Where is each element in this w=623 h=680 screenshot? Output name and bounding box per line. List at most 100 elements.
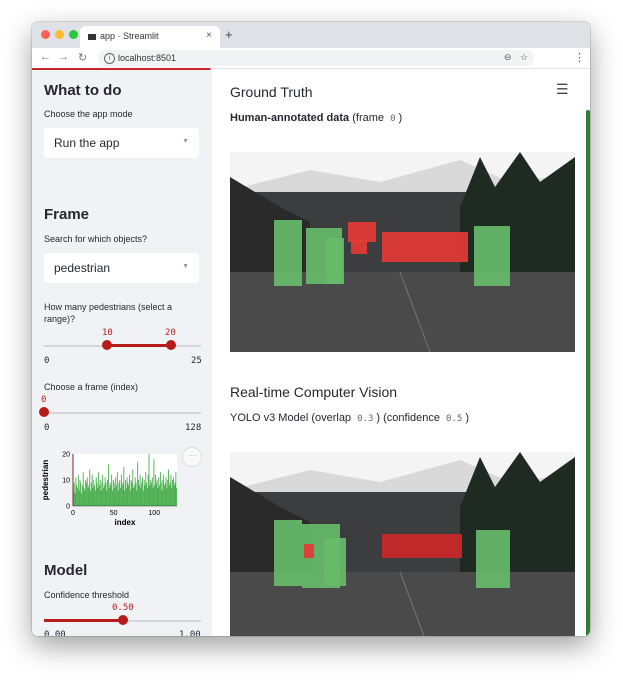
chart-more-options-button[interactable]: ··· (182, 447, 202, 467)
chart-bar (98, 472, 100, 506)
app-mode-select[interactable]: Run the app ▼ (44, 128, 199, 158)
chart-bar (90, 490, 91, 506)
zoom-icon[interactable]: ⊖ (503, 52, 512, 62)
chart-bar (74, 493, 76, 506)
chart-bar (113, 482, 115, 506)
address-bar[interactable]: i localhost:8501 ⊖ ☆ (98, 50, 534, 66)
chart-bar (116, 472, 118, 506)
chart-bar (83, 487, 85, 506)
app-mode-value: Run the app (54, 136, 120, 150)
chart-bar (151, 482, 152, 506)
caption-text: YOLO v3 Model (overlap (230, 412, 352, 424)
chart-bar (111, 474, 113, 506)
overlap-code: 0.3 (357, 414, 374, 424)
new-tab-button[interactable]: + (225, 27, 233, 42)
chart-bar (135, 482, 137, 506)
favicon-icon (88, 34, 96, 40)
chart-bar (141, 482, 143, 506)
close-tab-icon[interactable]: × (206, 30, 212, 41)
chart-bar (163, 474, 165, 506)
chart-bar (128, 485, 130, 506)
chart-bar (129, 490, 131, 506)
frame-slider-thumb[interactable] (39, 407, 49, 417)
chevron-down-icon: ▼ (182, 138, 189, 145)
bookmark-star-icon[interactable]: ☆ (519, 52, 528, 62)
chart-bar (144, 485, 146, 506)
chart-bar (102, 474, 104, 506)
frame-min-label: 0 (44, 423, 50, 433)
minimize-window-button[interactable] (55, 30, 64, 39)
chart-bar (104, 477, 106, 506)
frame-code: 0 (390, 114, 396, 124)
chart-bar (90, 482, 92, 506)
detection-box (324, 538, 346, 586)
confidence-slider-thumb[interactable] (118, 615, 128, 625)
chart-bar (142, 490, 144, 506)
chart-bar (176, 487, 178, 506)
chart-bar (162, 480, 164, 506)
ground-truth-caption: Human-annotated data (frame 0) (230, 112, 402, 124)
chart-bar (134, 477, 136, 506)
chart-bar (95, 477, 97, 506)
chart-bar (145, 472, 147, 506)
reload-icon[interactable]: ↻ (78, 52, 88, 64)
chart-bar (105, 482, 107, 506)
browser-tab[interactable]: app · Streamlit × (80, 26, 220, 48)
what-to-do-heading: What to do (44, 82, 122, 99)
chart-bar (125, 480, 126, 506)
chart-y-tick-label: 0 (66, 504, 70, 511)
chart-bar (110, 485, 112, 506)
chart-bar (86, 482, 87, 506)
chart-bar (150, 480, 152, 506)
chart-bar (112, 480, 114, 506)
chart-bar (138, 480, 139, 506)
chart-bar (131, 482, 133, 506)
chart-bar (165, 477, 167, 506)
chart-bar (84, 490, 86, 506)
forward-icon[interactable]: → (58, 51, 69, 63)
hamburger-menu-icon[interactable]: ☰ (556, 81, 569, 97)
chart-x-ticks: 0 50 100 (71, 510, 160, 517)
chart-bar (100, 490, 102, 506)
ground-truth-heading: Ground Truth (230, 84, 313, 100)
chart-bar (159, 472, 161, 506)
objects-select[interactable]: pedestrian ▼ (44, 253, 199, 283)
info-icon[interactable]: i (104, 53, 115, 64)
chart-bar (81, 485, 83, 506)
browser-menu-icon[interactable]: ⋮ (574, 52, 585, 64)
chart-bar (167, 480, 169, 506)
count-slider-high-thumb[interactable] (166, 340, 176, 350)
chart-bar (172, 477, 174, 506)
vehicle-box (382, 232, 468, 262)
realtime-image (230, 452, 575, 636)
chart-y-tick-label: 10 (62, 478, 70, 485)
frame-slider-track[interactable] (44, 412, 201, 414)
chart-bar (107, 464, 109, 506)
chart-bar (140, 487, 142, 506)
count-min-label: 0 (44, 356, 50, 366)
page-scrollbar[interactable] (586, 110, 590, 636)
back-icon[interactable]: ← (40, 51, 51, 63)
sidebar: What to do Choose the app mode Run the a… (32, 70, 212, 636)
chart-bar (93, 480, 95, 506)
chart-bar (173, 485, 175, 506)
chart-bar (91, 474, 93, 506)
chart-bar (124, 490, 126, 506)
chart-bar (99, 485, 100, 506)
pedestrian-box (474, 226, 510, 286)
chart-bar (79, 480, 81, 506)
chart-bar (169, 482, 171, 506)
chart-bar (164, 482, 166, 506)
page-load-bar (32, 68, 590, 70)
browser-window: app · Streamlit × + ← → ↻ i localhost:85… (32, 22, 590, 636)
chart-bar (161, 490, 163, 506)
close-window-button[interactable] (41, 30, 50, 39)
chart-bar (122, 482, 124, 506)
chart-bar (137, 461, 139, 506)
count-slider-low-thumb[interactable] (102, 340, 112, 350)
realtime-caption: YOLO v3 Model (overlap 0.3) (confidence … (230, 412, 469, 424)
objects-label: Search for which objects? (44, 234, 148, 244)
maximize-window-button[interactable] (69, 30, 78, 39)
detection-box (274, 520, 302, 586)
chart-bar (130, 480, 132, 506)
